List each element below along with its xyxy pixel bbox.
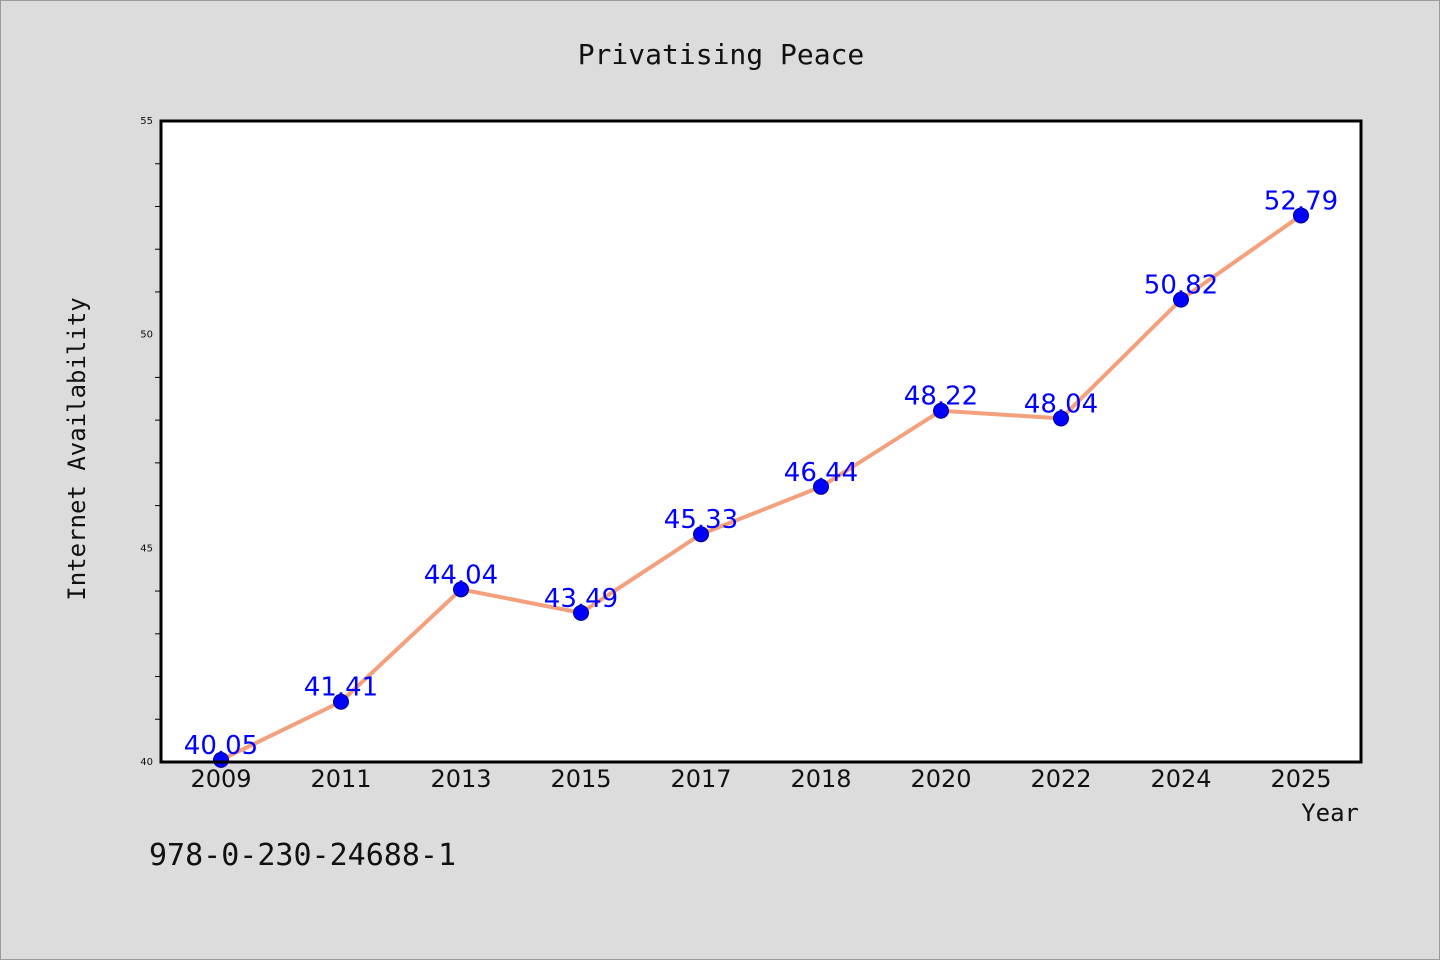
x-tick-label: 2018: [790, 765, 851, 793]
y-tick-label: 50: [140, 330, 153, 341]
data-point: [573, 604, 589, 621]
data-point: [213, 751, 229, 768]
data-point: [1173, 291, 1189, 308]
chart-title: Privatising Peace: [578, 38, 865, 71]
data-label: 52.79: [1264, 186, 1338, 216]
y-axis-label: Internet Availability: [63, 297, 91, 600]
data-point: [333, 693, 349, 710]
x-tick-label: 2025: [1270, 765, 1331, 793]
data-label: 43.49: [544, 584, 618, 614]
data-point: [453, 581, 469, 598]
x-axis-ticks: 2009 2011 2013 2015 2017 2018 2020 2022 2024 2025: [190, 765, 1331, 793]
plot-area: [161, 121, 1361, 762]
plot-frame: [159, 119, 1363, 764]
data-labels: 40.05 41.41 44.04 43.49 45.33 46.44 48.22 48.04…: [184, 186, 1338, 760]
x-tick-label: 2015: [550, 765, 611, 793]
data-point: [813, 478, 829, 495]
data-point: [1293, 207, 1309, 224]
data-point: [1053, 410, 1069, 427]
y-tick-label: 40: [140, 757, 153, 768]
isbn-text: 978-0-230-24688-1: [149, 838, 456, 873]
y-tick-label: 45: [140, 543, 153, 554]
data-label: 45.33: [664, 505, 738, 535]
y-axis-ticks: 40 45 50 55: [140, 116, 161, 768]
series-markers: [213, 207, 1309, 768]
data-label: 48.04: [1024, 389, 1098, 419]
data-label: 46.44: [784, 458, 858, 488]
x-tick-label: 2013: [430, 765, 491, 793]
series-line: [219, 213, 1303, 762]
x-tick-label: 2022: [1030, 765, 1091, 793]
data-point: [933, 402, 949, 419]
x-tick-label: 2024: [1150, 765, 1211, 793]
data-label: 41.41: [304, 673, 378, 703]
x-tick-label: 2011: [310, 765, 371, 793]
x-tick-label: 2009: [190, 765, 251, 793]
data-label: 44.04: [424, 560, 498, 590]
data-label: 48.22: [904, 382, 978, 412]
data-label: 40.05: [184, 731, 258, 761]
x-tick-label: 2020: [910, 765, 971, 793]
x-tick-label: 2017: [670, 765, 731, 793]
y-tick-label: 55: [140, 116, 153, 127]
data-label: 50.82: [1144, 271, 1218, 301]
x-axis-label: Year: [1301, 799, 1359, 827]
data-point: [693, 526, 709, 543]
